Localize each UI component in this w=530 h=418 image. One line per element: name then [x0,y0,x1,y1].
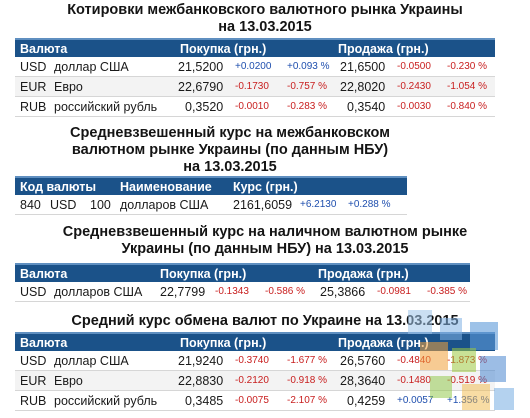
watermark-square [462,384,490,410]
currency-name: долларов США [54,285,143,299]
nbu-cash-title: Средневзвешенный курс на наличном валютн… [62,224,468,257]
currency-name: Евро [54,80,83,94]
sell-change: -0.0981 [377,286,411,297]
sell-change-percent: -0.840 % [447,101,488,112]
currency-name: российский рубль [54,100,158,114]
header-sell: Продажа (грн.) [338,336,429,350]
currency-name: Евро [54,374,83,388]
buy-change: -0.0075 [235,395,269,406]
sell-rate: 26,5760 [340,354,386,368]
average-exchange-header: Валюта Покупка (грн.) Продажа (грн.) [15,332,495,351]
buy-rate: 0,3485 [185,394,224,408]
currency-code: USD [20,354,47,368]
watermark-square [408,310,432,334]
header-currency: Валюта [20,267,68,281]
interbank-quotes-header: Валюта Покупка (грн.) Продажа (грн.) [15,38,495,57]
buy-change: -0.3740 [235,355,269,366]
currency-units: 100 [90,198,111,212]
header-code: Код валюты [20,180,97,194]
currency-name: доллар США [54,60,129,74]
header-buy: Покупка (грн.) [180,42,267,56]
buy-change-percent: -0.757 % [287,81,328,92]
buy-change: -0.1730 [235,81,269,92]
table-row: 840 USD 100 долларов США 2161,6059 +6.21… [15,195,407,215]
header-name: Наименование [120,180,212,194]
watermark-square [470,322,498,350]
nbu-cash-header: Валюта Покупка (грн.) Продажа (грн.) [15,263,470,282]
table-row: EUR Евро 22,8830 -0.2120 -0.918 % 28,364… [15,371,495,391]
sell-rate: 28,3640 [340,374,386,388]
sell-change: -0.1480 [397,375,431,386]
sell-change: -0.4840 [397,355,431,366]
sell-rate: 21,6500 [340,60,386,74]
watermark-square [480,356,506,382]
currency-number: 840 [20,198,41,212]
sell-change: -0.0030 [397,101,431,112]
sell-change-percent: -0.230 % [447,61,488,72]
rate-change-percent: +0.288 % [348,199,391,210]
currency-code: USD [20,285,47,299]
nbu-interbank-title: Средневзвешенный курс на межбанковском в… [70,125,390,175]
buy-change: -0.2120 [235,375,269,386]
buy-change-percent: +0.093 % [287,61,330,72]
table-row: USD доллар США 21,5200 +0.0200 +0.093 % … [15,57,495,77]
buy-rate: 21,5200 [178,60,224,74]
currency-code: USD [50,198,77,212]
watermark-square [430,376,452,398]
average-exchange-title: Средний курс обмена валют по Украине на … [71,313,459,329]
sell-change: -0.0500 [397,61,431,72]
buy-change: -0.0010 [235,101,269,112]
buy-rate: 0,3520 [185,100,224,114]
currency-code: USD [20,60,47,74]
buy-change: +0.0200 [235,61,272,72]
sell-change-percent: -1.054 % [447,81,488,92]
buy-change-percent: -0.283 % [287,101,328,112]
watermark-square [452,348,476,372]
header-currency: Валюта [20,42,68,56]
sell-change-percent: -0.519 % [447,375,488,386]
table-row: RUB российский рубль 0,3485 -0.0075 -2.1… [15,391,495,411]
interbank-quotes-title: Котировки межбанковского валютного рынка… [67,2,463,35]
currency-code: RUB [20,100,47,114]
buy-change-percent: -0.586 % [265,286,306,297]
currency-name: доллар США [54,354,129,368]
buy-rate: 21,9240 [178,354,224,368]
buy-change-percent: -0.918 % [287,375,328,386]
sell-rate: 22,8020 [340,80,386,94]
table-row: USD доллар США 21,9240 -0.3740 -1.677 % … [15,351,495,371]
table-row: USD долларов США 22,7799 -0.1343 -0.586 … [15,282,470,302]
header-currency: Валюта [20,336,68,350]
watermark-square [494,388,514,410]
buy-change-percent: -1.677 % [287,355,328,366]
nbu-interbank-header: Код валюты Наименование Курс (грн.) [15,176,407,195]
header-buy: Покупка (грн.) [160,267,247,281]
table-row: RUB российский рубль 0,3520 -0.0010 -0.2… [15,97,495,117]
buy-rate: 22,6790 [178,80,224,94]
header-rate: Курс (грн.) [233,180,298,194]
header-buy: Покупка (грн.) [180,336,267,350]
sell-change: +0.0057 [397,395,434,406]
sell-rate: 0,4259 [347,394,386,408]
header-sell: Продажа (грн.) [318,267,409,281]
buy-rate: 22,7799 [160,285,206,299]
currency-name: долларов США [120,198,209,212]
sell-rate: 0,3540 [347,100,386,114]
currency-code: EUR [20,374,47,388]
buy-change-percent: -2.107 % [287,395,328,406]
buy-rate: 22,8830 [178,374,224,388]
rate-change: +6.2130 [300,199,337,210]
currency-name: российский рубль [54,394,158,408]
currency-code: EUR [20,80,47,94]
buy-change: -0.1343 [215,286,249,297]
nbu-rate: 2161,6059 [233,198,293,212]
header-sell: Продажа (грн.) [338,42,429,56]
watermark-square [440,318,462,340]
currency-code: RUB [20,394,47,408]
sell-change-percent: -0.385 % [427,286,468,297]
watermark-square [420,342,448,370]
table-row: EUR Евро 22,6790 -0.1730 -0.757 % 22,802… [15,77,495,97]
sell-change: -0.2430 [397,81,431,92]
sell-rate: 25,3866 [320,285,366,299]
